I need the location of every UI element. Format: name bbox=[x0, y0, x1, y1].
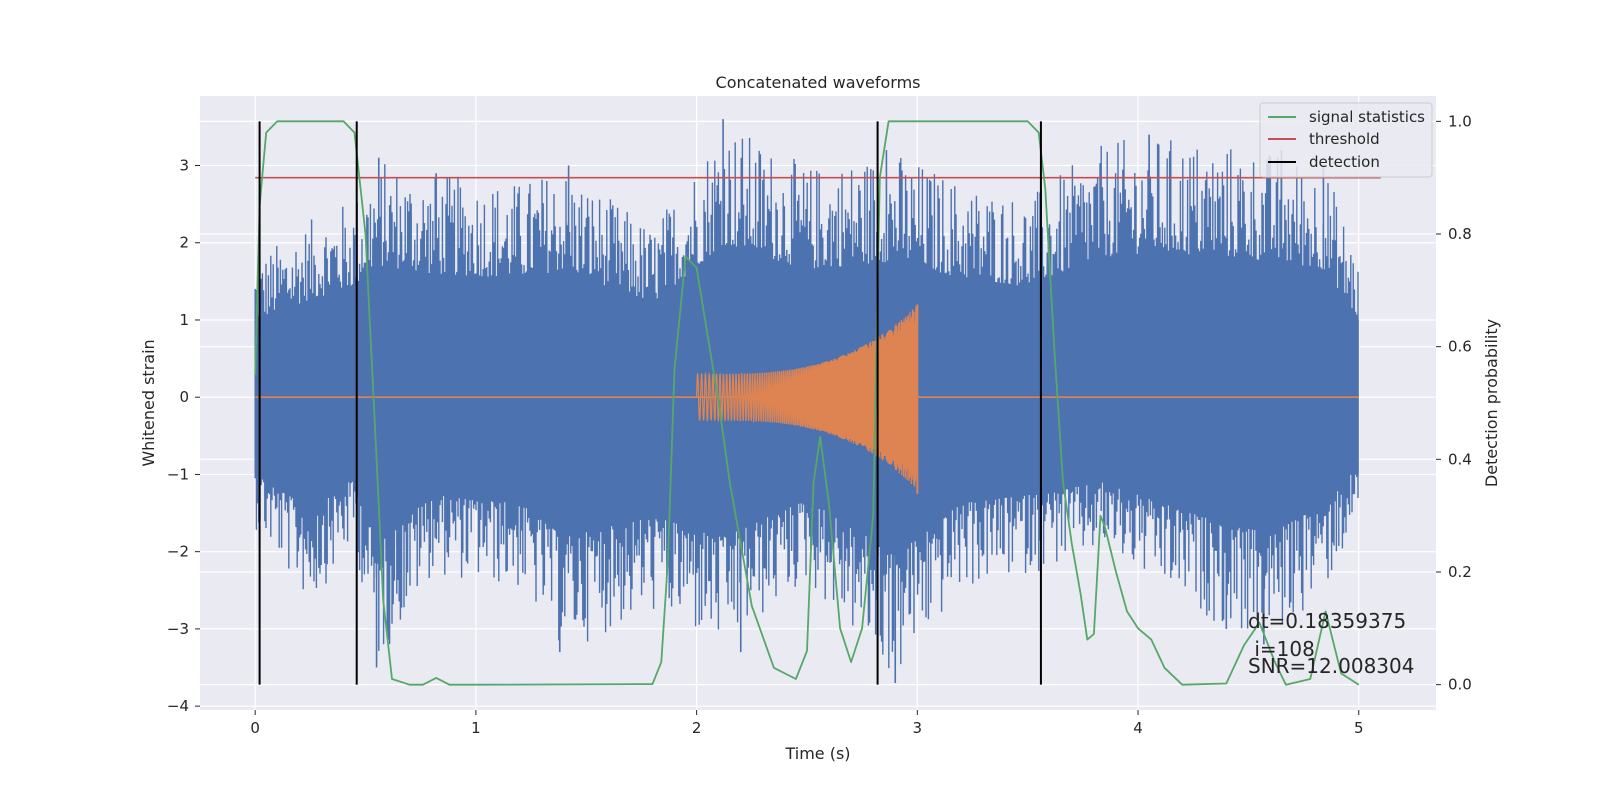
x-tick-label: 3 bbox=[913, 719, 923, 737]
y-tick-label: −4 bbox=[167, 697, 189, 715]
y2-tick-label: 0.4 bbox=[1448, 450, 1472, 468]
annotation-dt: dt=0.18359375 bbox=[1248, 609, 1406, 633]
signal-statistics-series bbox=[254, 120, 1360, 686]
signal-statistics-line bbox=[254, 120, 1360, 686]
y2-tick-label: 0.0 bbox=[1448, 676, 1472, 694]
ticks: 0 1 2 3 4 5 −4 −3 −2 −1 0 1 2 3 0.0 0.2 0.4 0.6 0.8 1.0 bbox=[167, 112, 1472, 737]
x-axis-label: Time (s) bbox=[784, 744, 850, 763]
x-tick-label: 2 bbox=[692, 719, 702, 737]
y-tick-label: −1 bbox=[167, 465, 189, 483]
signal-chirp bbox=[695, 306, 918, 487]
annotation-index: i=108 bbox=[1248, 637, 1315, 661]
y2-tick-label: 0.2 bbox=[1448, 563, 1472, 581]
annotation-snr: SNR=12.008304 bbox=[1248, 654, 1414, 678]
y2-tick-label: 1.0 bbox=[1448, 112, 1472, 130]
legend-box bbox=[1259, 102, 1433, 178]
y2-tick-label: 0.8 bbox=[1448, 225, 1472, 243]
y-axis-label: Whitened strain bbox=[139, 339, 158, 466]
y-tick-label: 2 bbox=[179, 234, 189, 252]
x-tick-label: 5 bbox=[1354, 719, 1364, 737]
y-tick-label: 3 bbox=[179, 157, 189, 175]
x-tick-label: 0 bbox=[250, 719, 260, 737]
y-tick-label: −3 bbox=[167, 620, 189, 638]
y2-tick-label: 0.6 bbox=[1448, 338, 1472, 356]
detection-series bbox=[258, 121, 1042, 685]
chart-title: Concatenated waveforms bbox=[716, 73, 921, 92]
y-tick-label: −2 bbox=[167, 543, 189, 561]
y-tick-label: 1 bbox=[179, 311, 189, 329]
legend-label-threshold: threshold bbox=[1309, 130, 1380, 148]
injected-signal-series bbox=[255, 304, 1359, 494]
y-tick-label: 0 bbox=[179, 388, 189, 406]
stats-annotations: dt=0.18359375 i=108 SNR=12.008304 bbox=[1248, 609, 1414, 678]
x-tick-label: 4 bbox=[1133, 719, 1143, 737]
legend-label-detection: detection bbox=[1309, 153, 1380, 171]
y2-axis-label: Detection probability bbox=[1482, 319, 1501, 487]
x-tick-label: 1 bbox=[471, 719, 481, 737]
legend: signal statistics threshold detection bbox=[1259, 102, 1433, 178]
legend-label-signal-statistics: signal statistics bbox=[1309, 108, 1425, 126]
